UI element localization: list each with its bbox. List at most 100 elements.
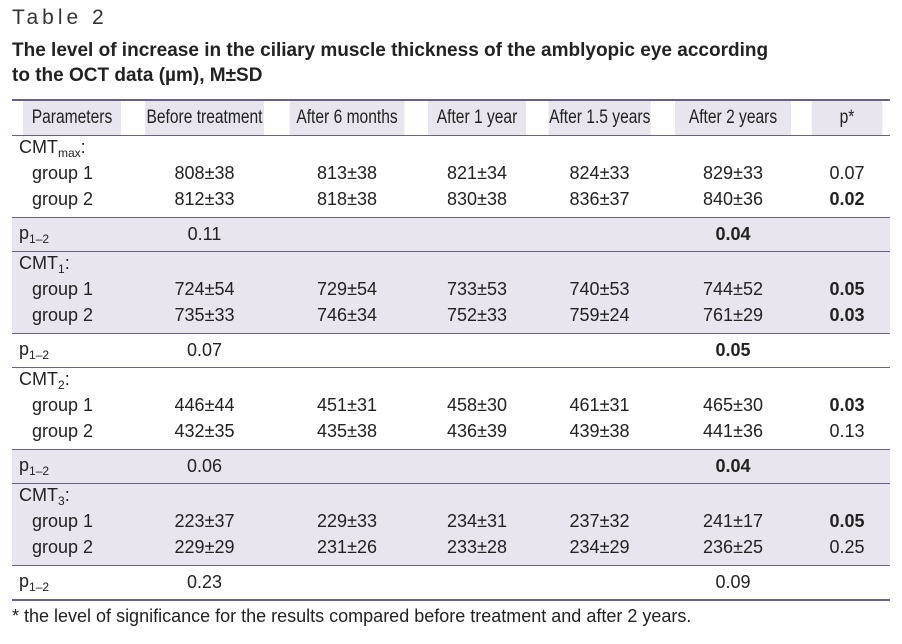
p-value-cell: 0.25 [804, 534, 890, 566]
table-label: Table 2 [12, 6, 108, 29]
value-cell: 724±54 [132, 277, 277, 302]
label-base: CMT [19, 137, 58, 157]
group-label: group 1 [12, 161, 132, 186]
value-cell: 759±24 [537, 302, 662, 334]
value-cell: 229±33 [277, 509, 417, 534]
value-cell: 744±52 [662, 277, 804, 302]
group-label: group 2 [12, 302, 132, 334]
between-group-p-row: p1–2 0.07 0.05 [12, 333, 890, 368]
empty-cell [537, 449, 662, 484]
empty-cell [277, 136, 417, 162]
value-cell-text: 241±17 [703, 511, 763, 531]
p-value-cell-text: 0.05 [829, 279, 865, 299]
label-base: CMT [19, 369, 58, 389]
value-cell-text: 752±33 [447, 305, 507, 325]
label-base: p [19, 223, 30, 243]
group-label-text: group 1 [32, 279, 94, 299]
label-base: p [19, 455, 30, 475]
p-value-cell-text: 0.02 [829, 189, 865, 209]
p-before-cell: 0.11 [132, 217, 277, 252]
empty-cell [132, 251, 277, 277]
value-cell: 761±29 [662, 302, 804, 334]
value-cell-text: 813±38 [317, 163, 377, 183]
value-cell-text: 233±28 [447, 537, 507, 557]
p-before-cell-text: 0.07 [186, 340, 223, 360]
value-cell: 458±30 [417, 393, 537, 418]
value-cell-text: 237±32 [569, 511, 630, 531]
table-row: group 2 432±35 435±38 436±39 439±38 441±36 0.1… [12, 418, 890, 450]
value-cell: 752±33 [417, 302, 537, 334]
p-before-cell-text: 0.23 [186, 572, 223, 592]
empty-cell [417, 449, 537, 484]
empty-cell [537, 368, 662, 394]
empty-cell [804, 566, 890, 600]
label-base: p [19, 571, 30, 591]
p-label: p1–2 [12, 566, 132, 600]
p-value-cell-text: 0.03 [829, 395, 865, 415]
column-header: After 6 months [289, 101, 405, 136]
empty-cell [277, 251, 417, 277]
p-after2-cell: 0.05 [662, 334, 804, 368]
value-cell-text: 729±54 [317, 279, 377, 299]
empty-cell [277, 483, 417, 509]
empty-cell [277, 566, 417, 600]
value-cell: 840±36 [662, 186, 804, 218]
section-header-row: CMT2: [12, 367, 890, 394]
p-value-cell: 0.13 [804, 418, 890, 450]
empty-cell [804, 368, 890, 394]
group-label-text: group 2 [32, 537, 94, 557]
group-label-text: group 2 [32, 189, 94, 209]
value-cell: 441±36 [662, 418, 804, 450]
value-cell-text: 746±34 [317, 305, 377, 325]
value-cell-text: 818±38 [317, 189, 377, 209]
between-group-p-row: p1–2 0.11 0.04 [12, 217, 890, 252]
value-cell-text: 735±33 [174, 305, 235, 325]
value-cell-text: 446±44 [174, 395, 235, 415]
header-row: Parameters Before treatment After 6 mont… [12, 101, 890, 136]
empty-cell [417, 251, 537, 277]
p-before-cell: 0.06 [132, 449, 277, 484]
value-cell: 237±32 [537, 509, 662, 534]
table-body: CMTmax: group 1 808±38 813±38 821±34 824±33 82… [12, 136, 890, 600]
label-subscript: 1–2 [29, 232, 50, 246]
value-cell-text: 461±31 [569, 395, 630, 415]
group-label-text: group 1 [32, 511, 94, 531]
value-cell: 241±17 [662, 509, 804, 534]
label-base: CMT [19, 253, 58, 273]
empty-cell [132, 368, 277, 394]
value-cell-text: 234±29 [569, 537, 630, 557]
empty-cell [537, 217, 662, 252]
empty-cell [537, 334, 662, 368]
empty-cell [417, 334, 537, 368]
label-suffix: : [64, 369, 70, 389]
label-subscript: 1 [58, 262, 65, 276]
p-value-cell-text: 0.25 [829, 537, 865, 557]
column-header: After 1 year [427, 101, 527, 136]
label-subscript: 1–2 [29, 348, 50, 362]
p-before-cell: 0.07 [132, 334, 277, 368]
caption-line-2: to the OCT data (µm), M±SD [12, 65, 263, 86]
p-after2-cell: 0.04 [662, 449, 804, 484]
p-label: p1–2 [12, 334, 132, 368]
empty-cell [804, 217, 890, 252]
table-row: group 1 724±54 729±54 733±53 740±53 744±52 0.0… [12, 277, 890, 302]
p-before-cell: 0.23 [132, 566, 277, 600]
group-label: group 1 [12, 277, 132, 302]
empty-cell [277, 334, 417, 368]
value-cell: 824±33 [537, 161, 662, 186]
section-label: CMTmax: [12, 136, 132, 162]
empty-cell [277, 368, 417, 394]
empty-cell [132, 136, 277, 162]
section-label: CMT2: [12, 368, 132, 394]
value-cell: 729±54 [277, 277, 417, 302]
value-cell-text: 744±52 [703, 279, 763, 299]
empty-cell [277, 449, 417, 484]
label-subscript: 2 [58, 378, 65, 392]
value-cell: 836±37 [537, 186, 662, 218]
value-cell-text: 724±54 [174, 279, 235, 299]
group-label-text: group 1 [32, 163, 94, 183]
value-cell: 234±29 [537, 534, 662, 566]
label-subscript: 1–2 [29, 580, 50, 594]
value-cell-text: 451±31 [317, 395, 377, 415]
empty-cell [662, 136, 804, 162]
